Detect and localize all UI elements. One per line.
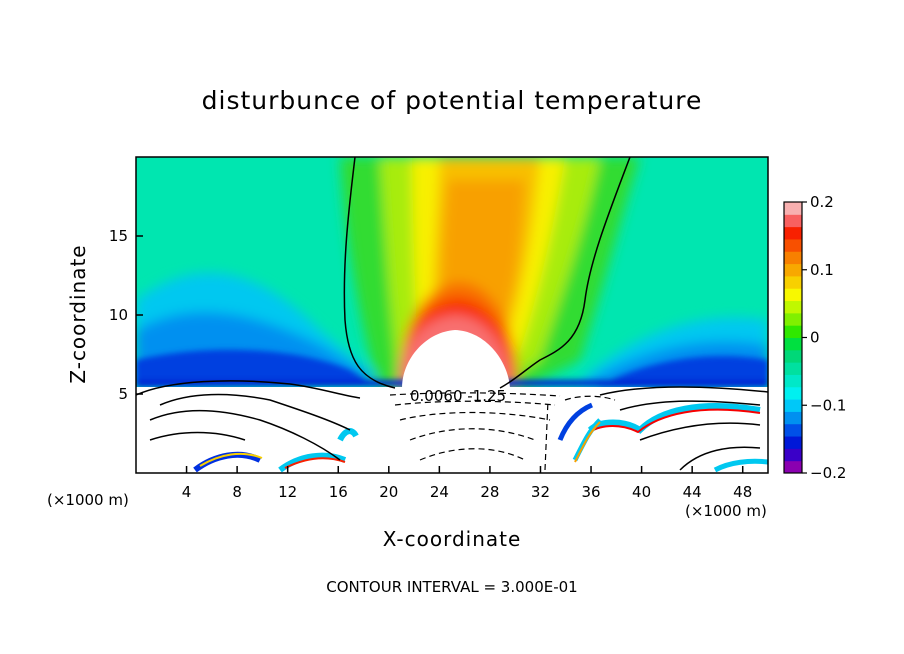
colorbar-swatch — [784, 300, 802, 314]
x-tick-label: 28 — [480, 483, 499, 501]
colorbar-swatch — [784, 386, 802, 400]
chart-title: disturbunce of potential temperature — [201, 86, 703, 115]
warm-core — [402, 330, 510, 388]
colorbar-swatch — [784, 275, 802, 289]
y-tick-label: 5 — [118, 385, 128, 403]
y-unit-label: (×1000 m) — [47, 491, 129, 509]
colorbar-tick-label: −0.2 — [810, 464, 846, 482]
colorbar-swatch — [784, 436, 802, 449]
x-tick-label: 16 — [329, 483, 348, 501]
contour-interval-text: CONTOUR INTERVAL = 3.000E-01 — [326, 578, 578, 596]
x-tick-label: 4 — [182, 483, 192, 501]
x-tick-label: 32 — [531, 483, 550, 501]
x-tick-label: 24 — [430, 483, 449, 501]
colorbar-swatch — [784, 251, 802, 265]
colorbar-swatch — [784, 337, 802, 351]
colorbar-swatch — [784, 448, 802, 462]
colorbar-swatch — [784, 423, 802, 437]
x-unit-label: (×1000 m) — [685, 502, 767, 520]
contour-lines — [136, 157, 768, 471]
y-axis-label: Z-coordinate — [66, 244, 90, 384]
heatmap-field — [136, 157, 768, 473]
x-tick-label: 48 — [733, 483, 752, 501]
colorbar-swatch — [784, 362, 802, 375]
colorbar-swatch — [784, 238, 802, 252]
colorbar-tick-label: 0.2 — [810, 193, 834, 211]
y-tick-label: 10 — [109, 306, 128, 324]
colorbar-swatch — [784, 312, 802, 326]
dashed-contours — [389, 392, 616, 471]
colorbar-swatch — [784, 263, 802, 277]
x-tick-label: 8 — [232, 483, 242, 501]
colorbar-swatch — [784, 349, 802, 363]
x-tick-label: 40 — [632, 483, 651, 501]
colorbar: −0.2 −0.1 0 0.1 0.2 — [783, 193, 846, 482]
colorbar-swatch — [784, 460, 802, 474]
x-axis-label: X-coordinate — [382, 527, 522, 551]
x-tick-label: 36 — [581, 483, 600, 501]
colorbar-tick-label: −0.1 — [810, 396, 846, 414]
y-tick-label: 15 — [109, 227, 128, 245]
colorbar-tick-label: 0 — [810, 329, 820, 347]
contour-label: 0.0060 -1.25 — [410, 387, 506, 405]
x-tick-label: 12 — [278, 483, 297, 501]
lower-filaments — [193, 402, 768, 473]
colorbar-swatch — [784, 374, 802, 388]
colorbar-tick-label: 0.1 — [810, 261, 834, 279]
colorbar-swatch — [784, 411, 802, 425]
colorbar-swatch — [784, 325, 802, 338]
colorbar-swatch — [784, 214, 802, 228]
y-axis: 5 10 15 — [109, 227, 143, 403]
x-axis: 4 8 12 16 20 24 28 32 36 40 44 48 — [182, 466, 752, 501]
colorbar-swatch — [784, 288, 802, 302]
x-tick-label: 44 — [683, 483, 702, 501]
colorbar-swatch — [784, 399, 802, 412]
colorbar-swatch — [784, 202, 802, 215]
colorbar-swatch — [784, 226, 802, 240]
x-tick-label: 20 — [379, 483, 398, 501]
